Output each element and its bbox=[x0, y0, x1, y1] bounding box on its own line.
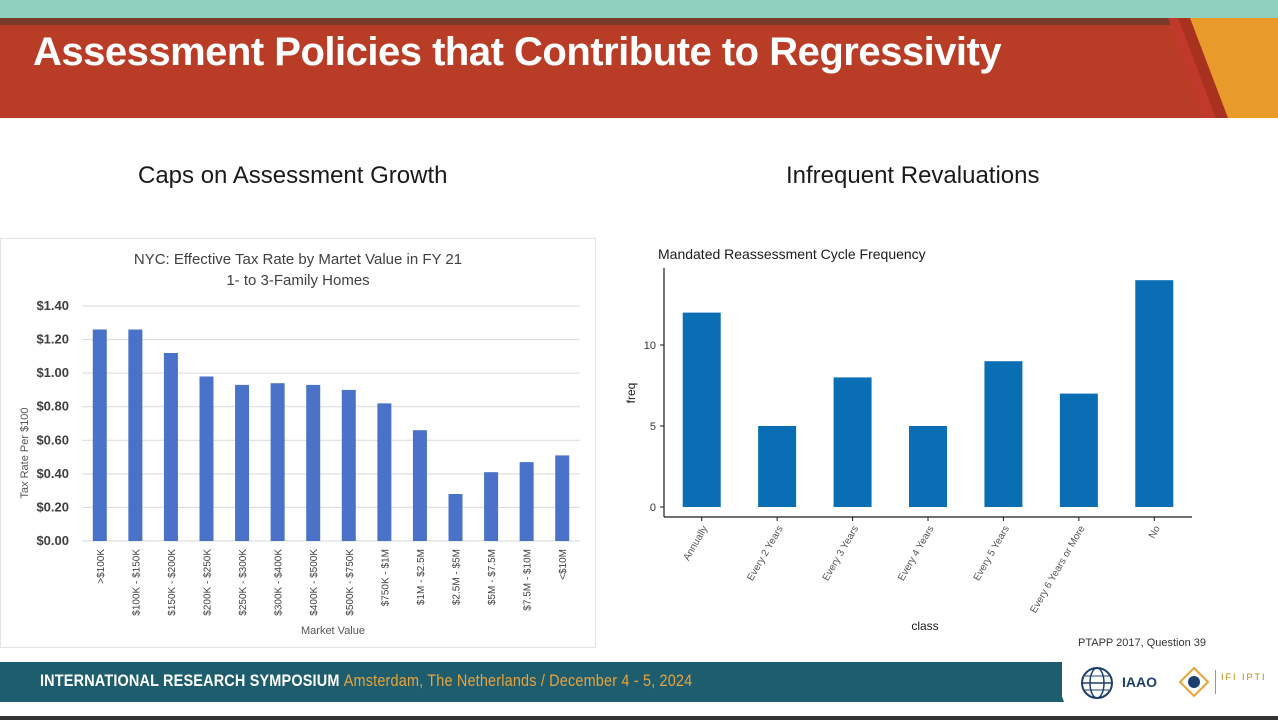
y-tick-label: $0.40 bbox=[36, 466, 69, 481]
x-tick-label: $750K - $1M bbox=[380, 549, 391, 606]
bar bbox=[448, 494, 463, 541]
bar bbox=[909, 426, 947, 507]
x-tick-label: Every 2 Years bbox=[745, 524, 785, 583]
chart-frame bbox=[0, 238, 596, 648]
x-tick-label: $100K - $150K bbox=[131, 549, 142, 616]
x-tick-label: Every 3 Years bbox=[821, 524, 861, 583]
x-tick-label: $2.5M - $5M bbox=[452, 549, 463, 605]
x-tick-label: Annually bbox=[682, 524, 711, 563]
bar bbox=[92, 329, 107, 541]
x-tick-label: Every 4 Years bbox=[896, 524, 936, 583]
bar bbox=[519, 462, 534, 541]
y-tick-label: $1.20 bbox=[36, 332, 69, 347]
y-tick-label: $0.00 bbox=[36, 533, 69, 548]
x-tick-label: $200K - $250K bbox=[203, 549, 214, 616]
bar bbox=[484, 472, 499, 541]
event-location: Amsterdam, The Netherlands / December 4 … bbox=[343, 671, 693, 690]
bar bbox=[833, 377, 872, 507]
bar bbox=[1059, 393, 1098, 507]
chart-title: Mandated Reassessment Cycle Frequency bbox=[658, 246, 926, 262]
globe-icon bbox=[1081, 667, 1113, 699]
title-bar bbox=[0, 18, 1278, 118]
footer-bar-slant bbox=[1040, 662, 1064, 702]
nyc-tax-rate-chart: NYC: Effective Tax Rate by Martet Value … bbox=[0, 238, 596, 648]
y-axis-label: freq bbox=[624, 383, 638, 404]
x-tick-label: $250K - $300K bbox=[238, 549, 249, 616]
left-heading: Caps on Assessment Growth bbox=[138, 162, 448, 189]
ipti-logo-text: IFI IPTI bbox=[1221, 672, 1267, 682]
x-tick-label: $400K - $500K bbox=[309, 549, 320, 616]
bar bbox=[412, 430, 427, 541]
footer-text: INTERNATIONAL RESEARCH SYMPOSIUM Amsterd… bbox=[40, 671, 692, 691]
y-tick-label: $1.40 bbox=[36, 298, 69, 313]
bar bbox=[1135, 280, 1174, 507]
y-tick-label: 10 bbox=[644, 340, 656, 352]
bar bbox=[235, 384, 250, 541]
y-tick-label: 0 bbox=[650, 502, 656, 514]
bar bbox=[163, 353, 178, 541]
footer: INTERNATIONAL RESEARCH SYMPOSIUM Amsterd… bbox=[0, 662, 1278, 702]
x-tick-label: $1M - $2.5M bbox=[416, 549, 427, 605]
bar bbox=[758, 426, 797, 507]
x-tick-label: >$100K bbox=[96, 549, 107, 584]
chart-subtitle: 1- to 3-Family Homes bbox=[226, 272, 369, 289]
y-tick-label: $0.20 bbox=[36, 499, 69, 514]
diamond-icon bbox=[1178, 666, 1210, 698]
x-axis-label: class bbox=[911, 619, 938, 633]
bar bbox=[377, 403, 392, 541]
y-tick-label: $1.00 bbox=[36, 365, 69, 380]
x-tick-label: <$10M bbox=[558, 549, 569, 580]
x-tick-label: $300K - $400K bbox=[274, 549, 285, 616]
footer-bar bbox=[0, 662, 1062, 702]
right-heading: Infrequent Revaluations bbox=[786, 162, 1040, 189]
source-note: PTAPP 2017, Question 39 bbox=[1078, 637, 1207, 649]
bar bbox=[555, 455, 570, 541]
y-tick-label: $0.80 bbox=[36, 399, 69, 414]
bar bbox=[270, 383, 285, 541]
y-axis-label: Tax Rate Per $100 bbox=[19, 407, 31, 498]
bar bbox=[984, 361, 1023, 507]
event-name: INTERNATIONAL RESEARCH SYMPOSIUM bbox=[40, 671, 340, 690]
title-bar-rule bbox=[0, 18, 1278, 25]
bottom-rule bbox=[0, 716, 1278, 720]
x-tick-label: $7.5M - $10M bbox=[523, 549, 534, 611]
x-tick-label: No bbox=[1147, 524, 1163, 541]
corner-decoration bbox=[1168, 18, 1278, 118]
x-tick-label: $500K - $750K bbox=[345, 549, 356, 616]
chart-title: NYC: Effective Tax Rate by Martet Value … bbox=[134, 251, 462, 268]
y-tick-label: 5 bbox=[650, 421, 656, 433]
y-tick-label: $0.60 bbox=[36, 432, 69, 447]
slide-title: Assessment Policies that Contribute to R… bbox=[33, 30, 1002, 74]
x-axis-label: Market Value bbox=[301, 625, 365, 637]
bar bbox=[341, 389, 356, 541]
bar bbox=[306, 384, 321, 541]
reassessment-frequency-chart: Mandated Reassessment Cycle Frequency 0 5… bbox=[624, 246, 1192, 633]
iaao-logo-text: IAAO bbox=[1122, 674, 1157, 690]
x-tick-label: Every 5 Years bbox=[972, 524, 1012, 583]
bar bbox=[128, 329, 143, 541]
x-tick-label: $150K - $200K bbox=[167, 549, 178, 616]
logo-area: IAAO IFI IPTI bbox=[1075, 660, 1275, 704]
top-strip bbox=[0, 0, 1278, 18]
bar bbox=[199, 376, 214, 541]
bar bbox=[682, 312, 721, 507]
logo-divider bbox=[1215, 670, 1216, 694]
x-tick-label: Every 6 Years or More bbox=[1028, 524, 1087, 616]
x-tick-label: $5M - $7.5M bbox=[487, 549, 498, 605]
